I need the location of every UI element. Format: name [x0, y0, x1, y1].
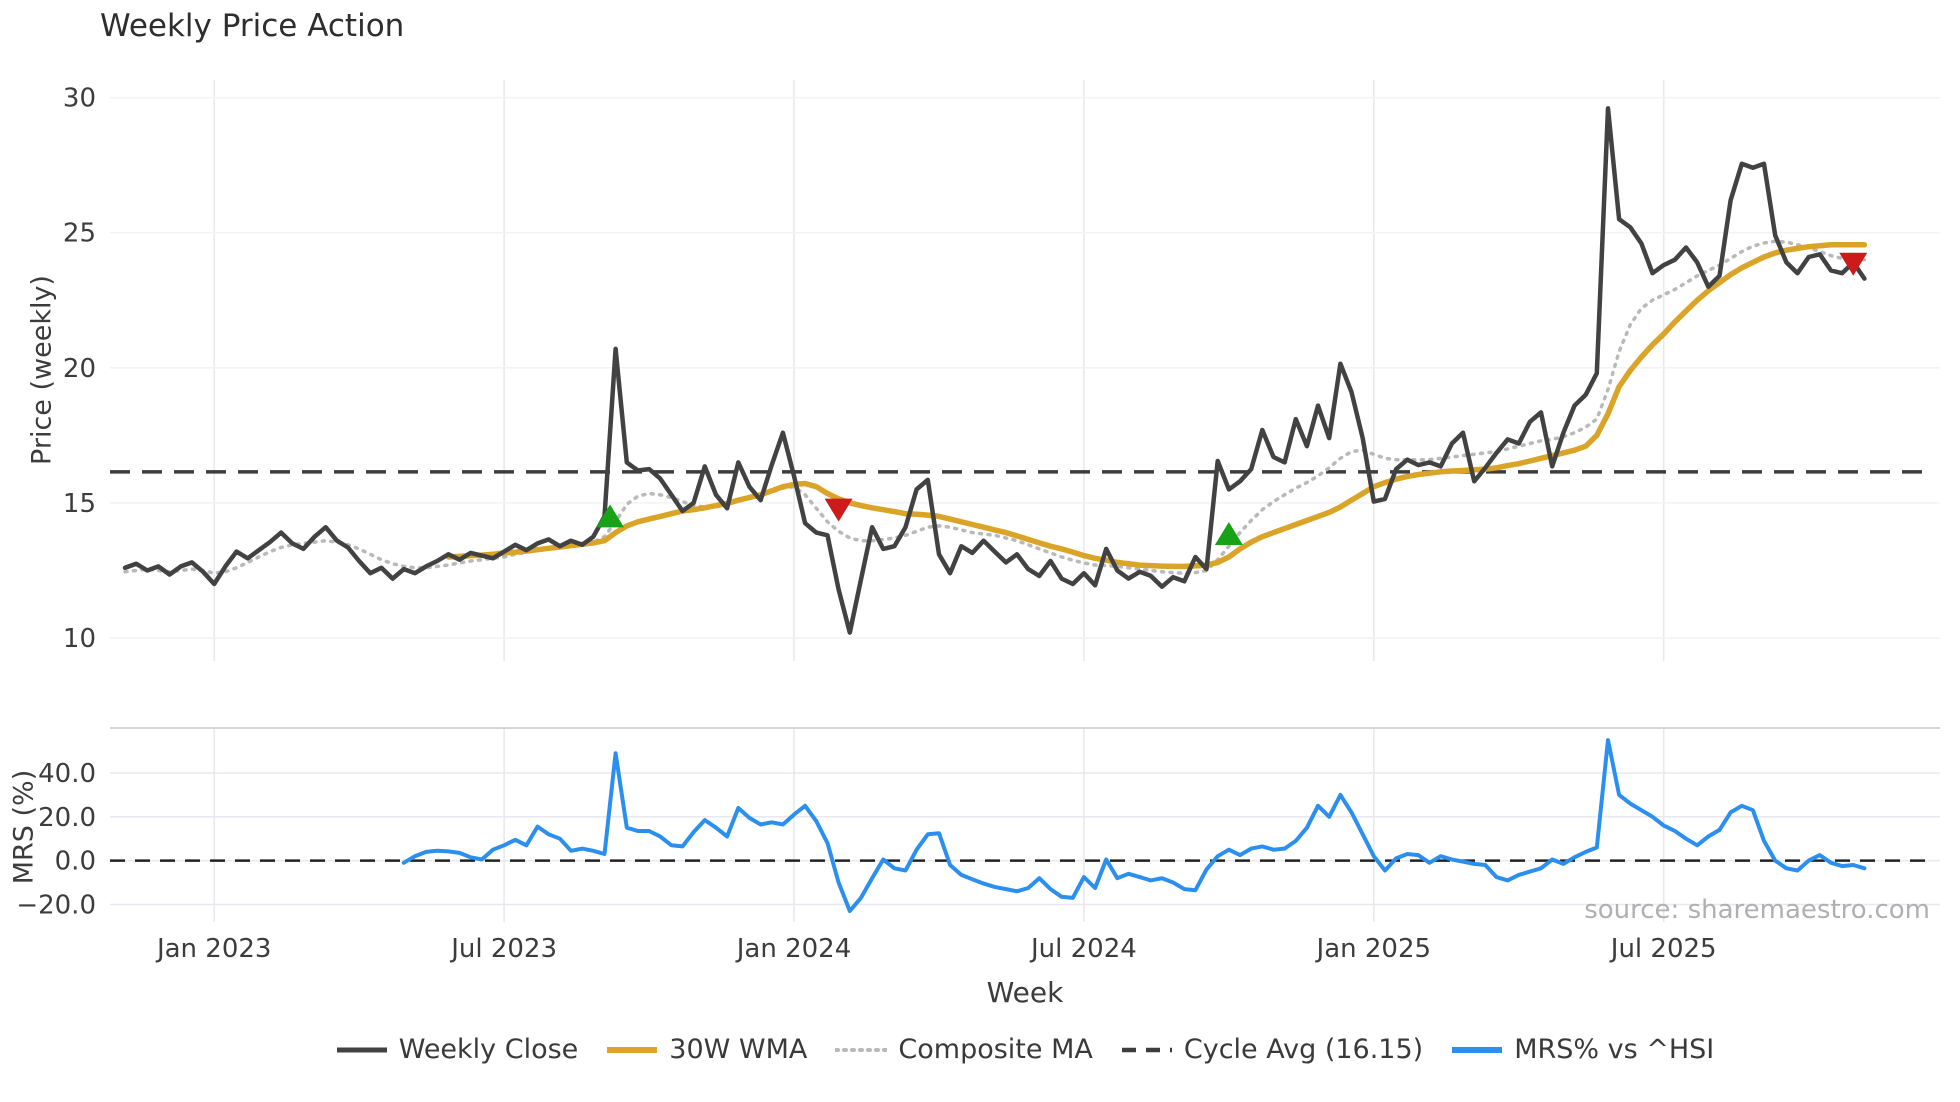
legend-swatch-solid: [336, 1047, 387, 1052]
legend-label: Weekly Close: [398, 1034, 579, 1065]
mrs-line: [401, 738, 1867, 913]
legend: Weekly Close 30W WMA Composite MA Cycle Avg…: [110, 1034, 1940, 1065]
legend-swatch-dotted: [835, 1047, 888, 1052]
price-axis-label: Price (weekly): [26, 275, 58, 465]
price-tick-label: 25: [63, 219, 96, 249]
x-axis-label: Week: [986, 976, 1064, 1009]
legend-item-wma30: 30W WMA: [606, 1034, 807, 1065]
price-tick-label: 30: [63, 84, 96, 114]
legend-label: Cycle Avg (16.15): [1183, 1034, 1424, 1065]
legend-swatch-solid-thick: [1452, 1046, 1503, 1053]
legend-label: 30W WMA: [669, 1034, 808, 1065]
sell-signal-marker: [1839, 252, 1868, 276]
composite-ma-line: [123, 239, 1867, 575]
page-title: Weekly Price Action: [100, 8, 405, 44]
x-tick-label: Jan 2023: [155, 934, 272, 964]
legend-swatch-solid-thick: [607, 1046, 658, 1053]
mrs-tick-label: 40.0: [38, 759, 96, 789]
legend-item-composite-ma: Composite MA: [835, 1034, 1093, 1065]
source-note: source: sharemaestro.com: [1584, 895, 1930, 925]
price-tick-label: 20: [63, 354, 96, 384]
legend-item-mrs: MRS% vs ^HSI: [1451, 1034, 1714, 1065]
sell-signal-marker: [824, 498, 853, 522]
x-tick-label: Jul 2023: [449, 934, 557, 964]
weekly-close-line: [122, 106, 1867, 635]
legend-swatch-dashed: [1121, 1047, 1172, 1052]
legend-label: MRS% vs ^HSI: [1514, 1034, 1715, 1065]
x-tick-label: Jul 2024: [1029, 934, 1137, 964]
x-tick-label: Jan 2024: [735, 934, 852, 964]
x-tick-label: Jan 2025: [1315, 934, 1432, 964]
legend-label: Composite MA: [898, 1034, 1093, 1065]
mrs-tick-label: 0.0: [55, 847, 96, 877]
buy-signal-marker: [596, 504, 625, 528]
x-tick-label: Jul 2025: [1609, 934, 1717, 964]
mrs-axis-label: MRS (%): [8, 769, 40, 885]
mrs-tick-label: 20.0: [38, 803, 96, 833]
mrs-tick-label: −20.0: [16, 890, 96, 920]
wma30-line: [445, 242, 1868, 570]
legend-item-weekly-close: Weekly Close: [336, 1034, 579, 1065]
legend-item-cycle-avg: Cycle Avg (16.15): [1121, 1034, 1423, 1065]
price-tick-label: 10: [63, 624, 96, 654]
buy-signal-marker: [1214, 521, 1243, 545]
price-tick-label: 15: [63, 489, 96, 519]
